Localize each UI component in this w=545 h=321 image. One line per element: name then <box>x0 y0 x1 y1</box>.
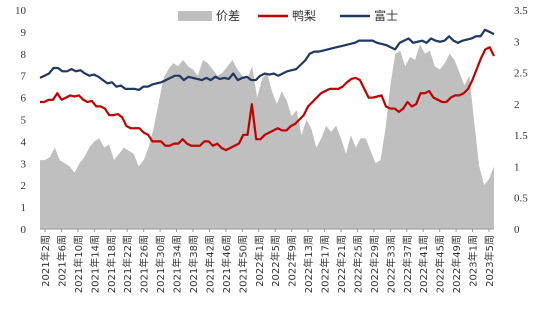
x-tick-label: 2022年9周 <box>286 235 299 287</box>
x-tick-label: 2021年14周 <box>88 235 101 293</box>
legend-label: 富士 <box>374 8 398 23</box>
x-tick-label: 2022年49周 <box>450 235 463 293</box>
x-tick-label: 2021年34周 <box>171 235 184 293</box>
x-tick-label: 2021年26周 <box>138 235 151 293</box>
y-right-tick-label: 1 <box>514 161 520 173</box>
y-right-tick-label: 2 <box>514 99 520 111</box>
x-tick-label: 2021年6周 <box>55 235 68 287</box>
y-right-tick-label: 2.5 <box>514 68 528 80</box>
legend-swatch-area <box>178 11 212 21</box>
spread-area-layer <box>40 44 494 229</box>
spread-area <box>40 44 494 229</box>
x-tick-label: 2022年21周 <box>335 235 348 293</box>
y-left-tick-label: 1 <box>21 202 27 214</box>
x-tick-label: 2021年46周 <box>220 235 233 293</box>
legend-label: 鸭梨 <box>292 9 316 23</box>
x-tick-label: 2021年2周 <box>39 235 52 287</box>
y-right-tick-label: 0.5 <box>514 193 528 205</box>
legend-label: 价差 <box>216 9 240 23</box>
x-tick-label: 2022年5周 <box>269 235 282 287</box>
x-tick-label: 2022年37周 <box>401 235 414 293</box>
x-tick-label: 2022年41周 <box>417 235 430 293</box>
y-left-tick-label: 2 <box>21 180 27 192</box>
lines-layer <box>39 28 495 152</box>
x-tick-label: 2021年10周 <box>72 235 85 293</box>
y-right-tick-label: 3 <box>514 36 520 48</box>
legend-item: 富士 <box>340 8 398 23</box>
y-left-tick-label: 6 <box>21 93 27 105</box>
x-tick-label: 2023年1周 <box>467 235 480 287</box>
y-right-tick-label: 3.5 <box>514 5 528 17</box>
x-tick-label: 2021年30周 <box>154 235 167 293</box>
x-tick-label: 2021年38周 <box>187 235 200 293</box>
y-left-tick-label: 10 <box>15 5 27 17</box>
x-tick-label: 2022年33周 <box>384 235 397 293</box>
yali-line <box>40 46 495 152</box>
x-tick-label: 2022年17周 <box>319 235 332 293</box>
legend-item: 鸭梨 <box>258 9 316 23</box>
fuji-line <box>39 28 495 92</box>
x-tick-label: 2022年1周 <box>253 235 266 287</box>
x-tick-label: 2021年50周 <box>236 235 249 293</box>
x-tick-label: 2021年18周 <box>105 235 118 293</box>
legend-item: 价差 <box>178 9 240 23</box>
x-tick-label: 2022年45周 <box>434 235 447 293</box>
x-tick-label: 2023年5周 <box>483 235 496 287</box>
y-right-tick-label: 0 <box>514 224 520 236</box>
y-left-tick-label: 7 <box>21 71 27 83</box>
y-left-tick-label: 8 <box>21 49 27 61</box>
x-tick-label: 2022年29周 <box>368 235 381 293</box>
legend: 价差 鸭梨 富士 <box>178 8 398 23</box>
x-tick-label: 2021年42周 <box>203 235 216 293</box>
y-left-tick-label: 5 <box>21 115 27 127</box>
x-tick-label: 2022年13周 <box>302 235 315 293</box>
y-left-tick-label: 9 <box>21 27 27 39</box>
y-left-tick-label: 4 <box>21 136 27 148</box>
y-left-tick-label: 0 <box>21 224 27 236</box>
x-tick-label: 2021年22周 <box>121 235 134 293</box>
x-tick-label: 2022年25周 <box>351 235 364 293</box>
y-right-tick-label: 1.5 <box>514 130 528 142</box>
y-left-tick-label: 3 <box>21 158 27 170</box>
